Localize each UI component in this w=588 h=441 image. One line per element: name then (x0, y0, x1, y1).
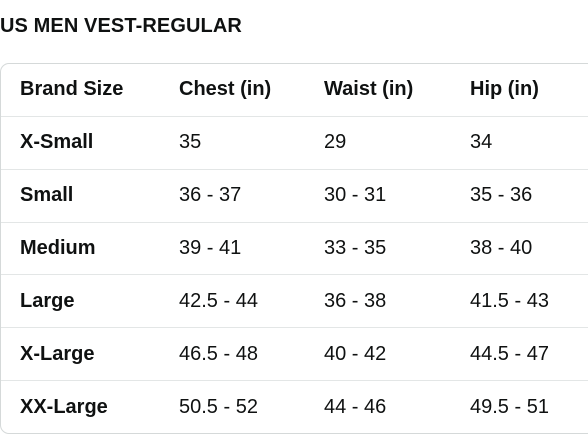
waist-cell: 30 - 31 (324, 184, 387, 207)
hip-cell: 41.5 - 43 (470, 289, 549, 312)
brand-size-cell: Small (20, 184, 74, 207)
size-chart-table: Brand Size Chest (in) Waist (in) Hip (in… (0, 63, 588, 434)
waist-cell: 29 (324, 131, 347, 154)
header-brand-size: Brand Size (20, 78, 124, 101)
waist-cell: 36 - 38 (324, 289, 387, 312)
chart-title: US MEN VEST-REGULAR (0, 15, 242, 37)
chest-cell: 42.5 - 44 (179, 289, 258, 312)
brand-size-cell: XX-Large (20, 395, 108, 418)
header-waist: Waist (in) (324, 78, 414, 101)
table-row: XX-Large 50.5 - 52 44 - 46 49.5 - 51 (1, 381, 588, 433)
header-chest: Chest (in) (179, 78, 272, 101)
waist-cell: 33 - 35 (324, 237, 387, 259)
table-header-row: Brand Size Chest (in) Waist (in) Hip (in… (1, 64, 588, 117)
hip-cell: 38 - 40 (470, 237, 533, 259)
hip-cell: 35 - 36 (470, 184, 533, 207)
table-row: Small 36 - 37 30 - 31 35 - 36 (1, 170, 588, 223)
chest-cell: 36 - 37 (179, 184, 242, 207)
table-row: Medium 39 - 41 33 - 35 38 - 40 (1, 223, 588, 276)
brand-size-cell: X-Small (20, 131, 94, 154)
hip-cell: 44.5 - 47 (470, 342, 549, 365)
table-row: X-Small 35 29 34 (1, 117, 588, 170)
brand-size-cell: Medium (20, 237, 96, 259)
header-hip: Hip (in) (470, 78, 539, 101)
table-row: Large 42.5 - 44 36 - 38 41.5 - 43 (1, 275, 588, 329)
chest-cell: 46.5 - 48 (179, 342, 258, 365)
hip-cell: 49.5 - 51 (470, 395, 549, 418)
waist-cell: 44 - 46 (324, 395, 387, 418)
chest-cell: 39 - 41 (179, 237, 242, 259)
hip-cell: 34 (470, 131, 493, 154)
waist-cell: 40 - 42 (324, 342, 387, 365)
table-row: X-Large 46.5 - 48 40 - 42 44.5 - 47 (1, 328, 588, 382)
chest-cell: 50.5 - 52 (179, 395, 258, 418)
brand-size-cell: Large (20, 289, 75, 312)
brand-size-cell: X-Large (20, 342, 95, 365)
chest-cell: 35 (179, 131, 202, 154)
